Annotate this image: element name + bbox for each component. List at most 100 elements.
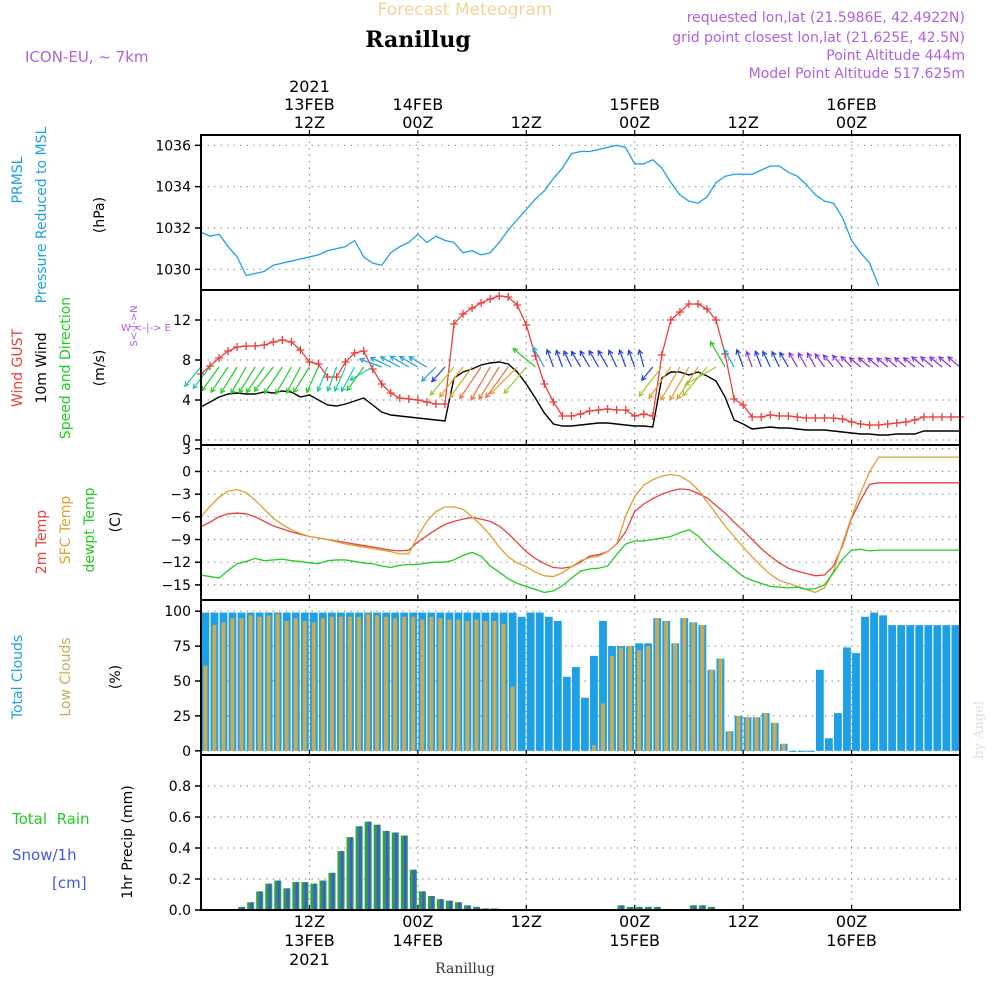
top-hour-label: 00Z <box>619 113 650 132</box>
wind-arrowhead <box>797 352 803 359</box>
gust-marker <box>585 407 594 415</box>
snow-bar <box>629 906 633 910</box>
low-cloud-bar <box>374 615 380 751</box>
wind-arrow <box>885 357 898 368</box>
pressure-panel: 1030 1032 1034 1036 <box>155 135 960 290</box>
wind-arrowhead <box>340 386 347 393</box>
wind-arrowhead <box>369 356 376 363</box>
low-cloud-bar <box>338 616 343 751</box>
low-cloud-bar <box>411 616 416 751</box>
snow-label: Snow/1h <box>12 846 77 864</box>
wind-ytick-label: 0 <box>182 433 191 449</box>
temp-ytick-label: −15 <box>161 578 191 594</box>
wind-arrowhead <box>192 383 199 390</box>
wind-arrow <box>431 366 446 382</box>
total-cloud-bar <box>933 625 942 751</box>
wind-arrowhead <box>745 350 751 357</box>
wind-arrowhead <box>286 387 292 394</box>
wind-arrow <box>555 350 563 368</box>
wind-arrowhead <box>762 350 768 357</box>
wind-arrow <box>788 352 798 368</box>
compass-we: W <-|-> E <box>121 323 171 334</box>
wind-arrow <box>638 366 663 397</box>
snow-bar <box>647 906 651 910</box>
wind-arrow <box>929 356 943 368</box>
gust-marker <box>540 380 549 388</box>
wind-arrowhead <box>884 356 891 363</box>
wind-arrowhead <box>555 349 561 356</box>
wind-arrow <box>293 366 310 393</box>
total-cloud-bar <box>888 625 897 751</box>
gust-marker <box>739 401 748 409</box>
gust-marker <box>892 419 901 427</box>
wind-arrowhead <box>735 348 741 355</box>
gust-marker <box>748 413 757 421</box>
low-cloud-bar <box>320 618 325 751</box>
snow-bar <box>340 851 344 910</box>
top-hour-label: 12Z <box>727 113 758 132</box>
low-cloud-bar <box>483 620 488 751</box>
model-label: ICON-EU, ~ 7km <box>25 48 149 66</box>
wind-arrowhead <box>438 391 445 398</box>
gust-marker <box>233 343 242 351</box>
total-cloud-bar <box>553 620 562 751</box>
wind-arrowhead <box>238 387 244 394</box>
temp2m-label: 2m Temp <box>34 510 50 574</box>
low-cloud-bar <box>700 625 705 751</box>
gust-marker <box>377 380 386 388</box>
footer-station: Ranillug <box>435 961 495 977</box>
gust-marker <box>486 295 495 303</box>
snow-bar <box>277 880 280 910</box>
wind-arrowhead <box>459 393 465 400</box>
precip-ytick-label: 0.8 <box>169 779 191 795</box>
wind-arrowhead <box>429 390 436 397</box>
wind-arrow <box>220 366 238 394</box>
gust-marker <box>712 316 721 324</box>
low-cloud-bar <box>736 715 741 751</box>
gust-marker <box>928 413 937 421</box>
wind-arrow <box>920 356 934 368</box>
plot-layer: 103010321034103604812−15−12−9−6−30302550… <box>155 77 964 969</box>
total-cloud-bar <box>906 625 915 751</box>
wind-arrow <box>359 358 382 368</box>
gust-marker <box>549 398 558 406</box>
wind-arrowhead <box>840 355 847 362</box>
pressure-ytick-label: 1034 <box>155 180 191 196</box>
gust-marker <box>477 299 486 307</box>
low-cloud-bar <box>239 618 244 751</box>
wind-arrow <box>858 357 871 368</box>
gust-marker <box>422 398 431 406</box>
wind-arrowhead <box>947 356 954 362</box>
low-cloud-bar <box>293 618 298 751</box>
wind-arrowhead <box>485 392 491 399</box>
wind-arrow <box>470 366 491 401</box>
snow-bar <box>295 882 299 910</box>
dewpt-line <box>200 528 960 594</box>
total-cloud-bar <box>590 655 598 751</box>
snow-bar <box>313 883 317 910</box>
gust-marker <box>558 412 567 420</box>
wind-arrow <box>489 366 518 395</box>
low-cloud-bar <box>754 717 759 751</box>
pressure-ytick-label: 1032 <box>155 221 191 237</box>
gust-marker <box>648 412 657 420</box>
gust-label: Wind GUST <box>10 328 26 407</box>
wind-arrow <box>210 366 229 393</box>
total-cloud-bar <box>843 647 851 751</box>
gust-marker <box>251 342 260 350</box>
wind-arrow <box>532 346 545 368</box>
gust-marker <box>802 414 811 422</box>
gust-marker <box>684 300 693 308</box>
wind-arrowhead <box>866 357 873 363</box>
wind-arrow <box>823 354 834 368</box>
gust-marker <box>793 413 802 421</box>
gust-marker <box>206 362 215 370</box>
clouds-ytick-label: 25 <box>173 709 191 725</box>
cloud-labels: Total Clouds Low Clouds (%) <box>10 635 124 720</box>
wind-arrow <box>184 366 202 387</box>
total-cloud-bar <box>897 625 906 751</box>
low-cloud-bar <box>447 619 452 751</box>
wind-arrowhead <box>910 356 917 362</box>
bottom-hour-label: 00Z <box>402 912 433 931</box>
wind-arrowhead <box>470 394 476 401</box>
